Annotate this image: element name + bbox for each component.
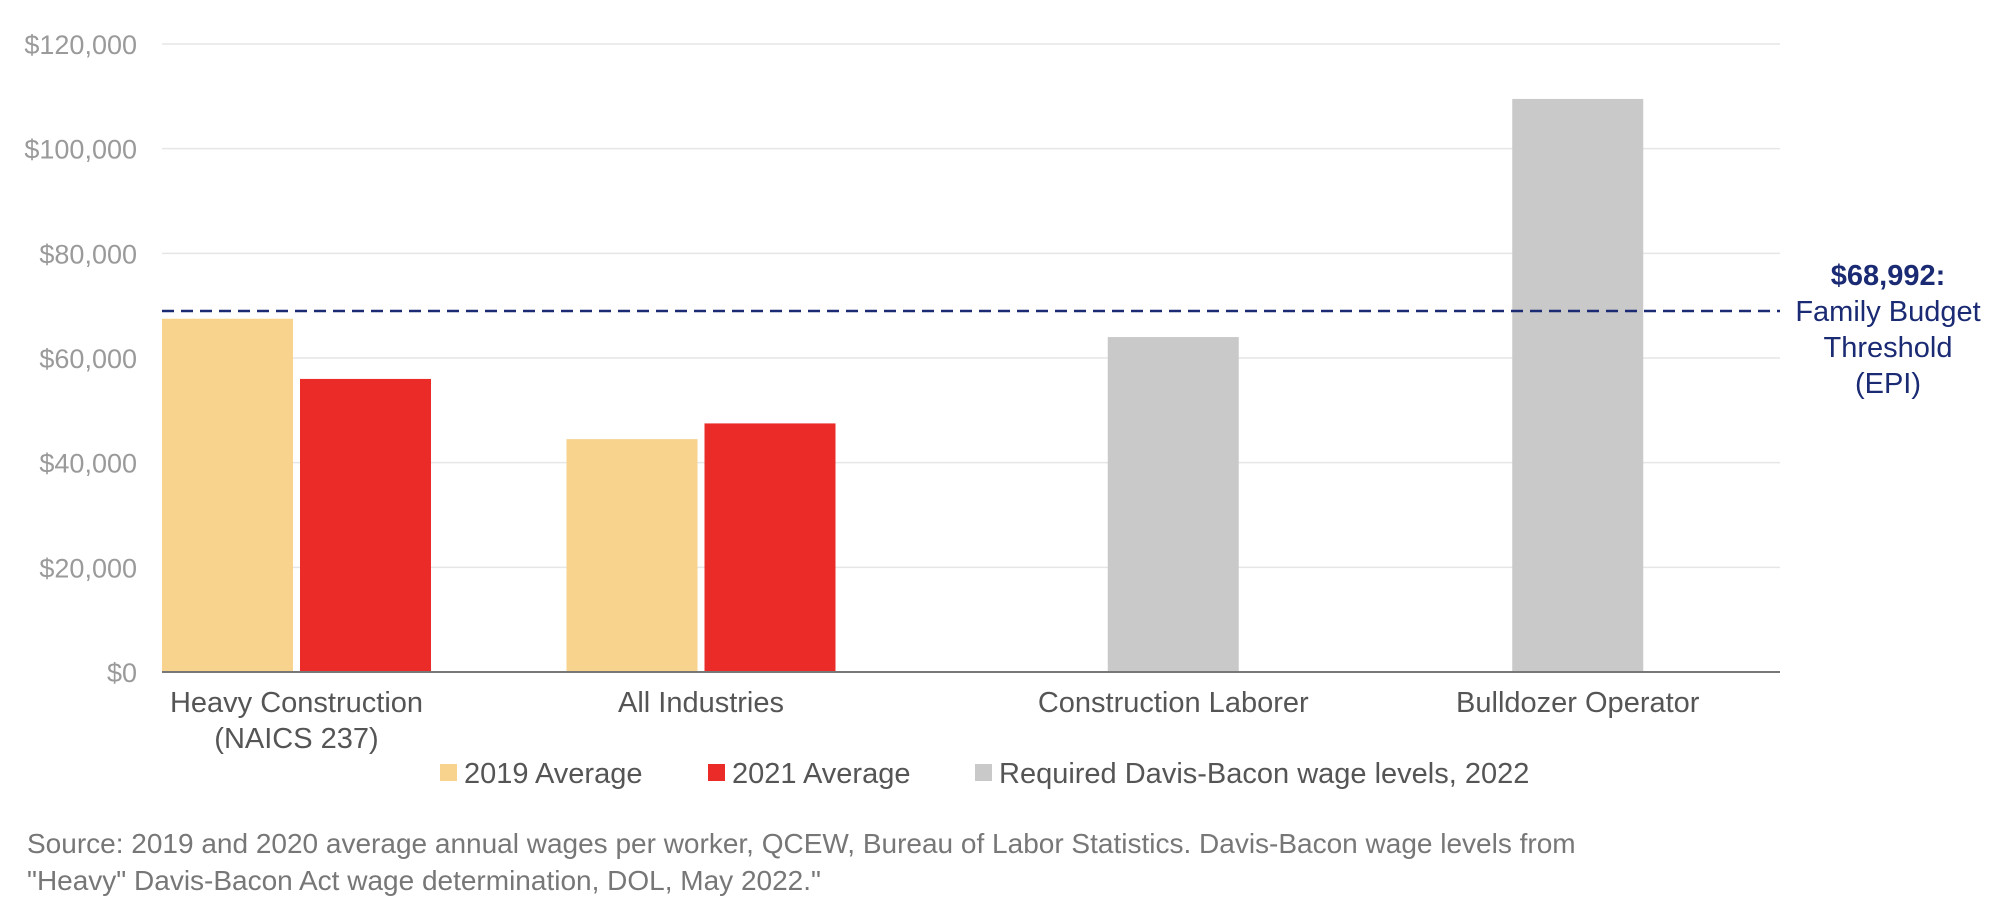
x-tick-label: Heavy Construction (NAICS 237) (170, 687, 423, 755)
x-tick-label-line: Heavy Construction (170, 687, 423, 719)
reference-line-value: $68,992: (1831, 260, 1946, 292)
legend-label: 2021 Average (732, 758, 910, 790)
bar (704, 423, 836, 672)
y-tick-label: $20,000 (39, 553, 137, 583)
x-tick-label-line: (NAICS 237) (214, 723, 378, 755)
legend-swatch (440, 764, 457, 781)
legend-label: Required Davis-Bacon wage levels, 2022 (999, 758, 1529, 790)
bar (1512, 98, 1644, 672)
legend-item: Required Davis-Bacon wage levels, 2022 (975, 758, 1529, 790)
legend-swatch (975, 764, 992, 781)
x-tick-label: Bulldozer Operator (1456, 687, 1700, 719)
bar (566, 439, 698, 672)
legend-item: 2021 Average (708, 758, 910, 790)
reference-line-caption: Threshold (1824, 332, 1953, 364)
source-note: Source: 2019 and 2020 average annual wag… (27, 825, 1927, 899)
legend-label: 2019 Average (464, 758, 642, 790)
y-tick-label: $80,000 (39, 239, 137, 269)
x-tick-label: All Industries (618, 687, 784, 719)
source-line: Source: 2019 and 2020 average annual wag… (27, 828, 1576, 859)
reference-line-caption: (EPI) (1855, 368, 1921, 400)
bar (162, 318, 293, 672)
reference-line-caption: Family Budget (1795, 296, 1980, 328)
bar (1107, 337, 1239, 672)
x-tick-label-line: All Industries (618, 687, 784, 719)
y-tick-label: $100,000 (24, 135, 137, 165)
legend-swatch (708, 764, 725, 781)
legend-item: 2019 Average (440, 758, 642, 790)
y-tick-label: $60,000 (39, 344, 137, 374)
x-tick-label-line: Construction Laborer (1038, 687, 1309, 719)
x-tick-label-line: Bulldozer Operator (1456, 687, 1700, 719)
source-line: "Heavy" Davis-Bacon Act wage determinati… (27, 865, 821, 896)
y-tick-label: $0 (107, 658, 137, 688)
reference-line-label: $68,992: Family Budget Threshold (EPI) (1795, 260, 1980, 400)
x-tick-label: Construction Laborer (1038, 687, 1309, 719)
y-tick-label: $120,000 (24, 30, 137, 60)
y-tick-label: $40,000 (39, 449, 137, 479)
bar (300, 378, 431, 672)
